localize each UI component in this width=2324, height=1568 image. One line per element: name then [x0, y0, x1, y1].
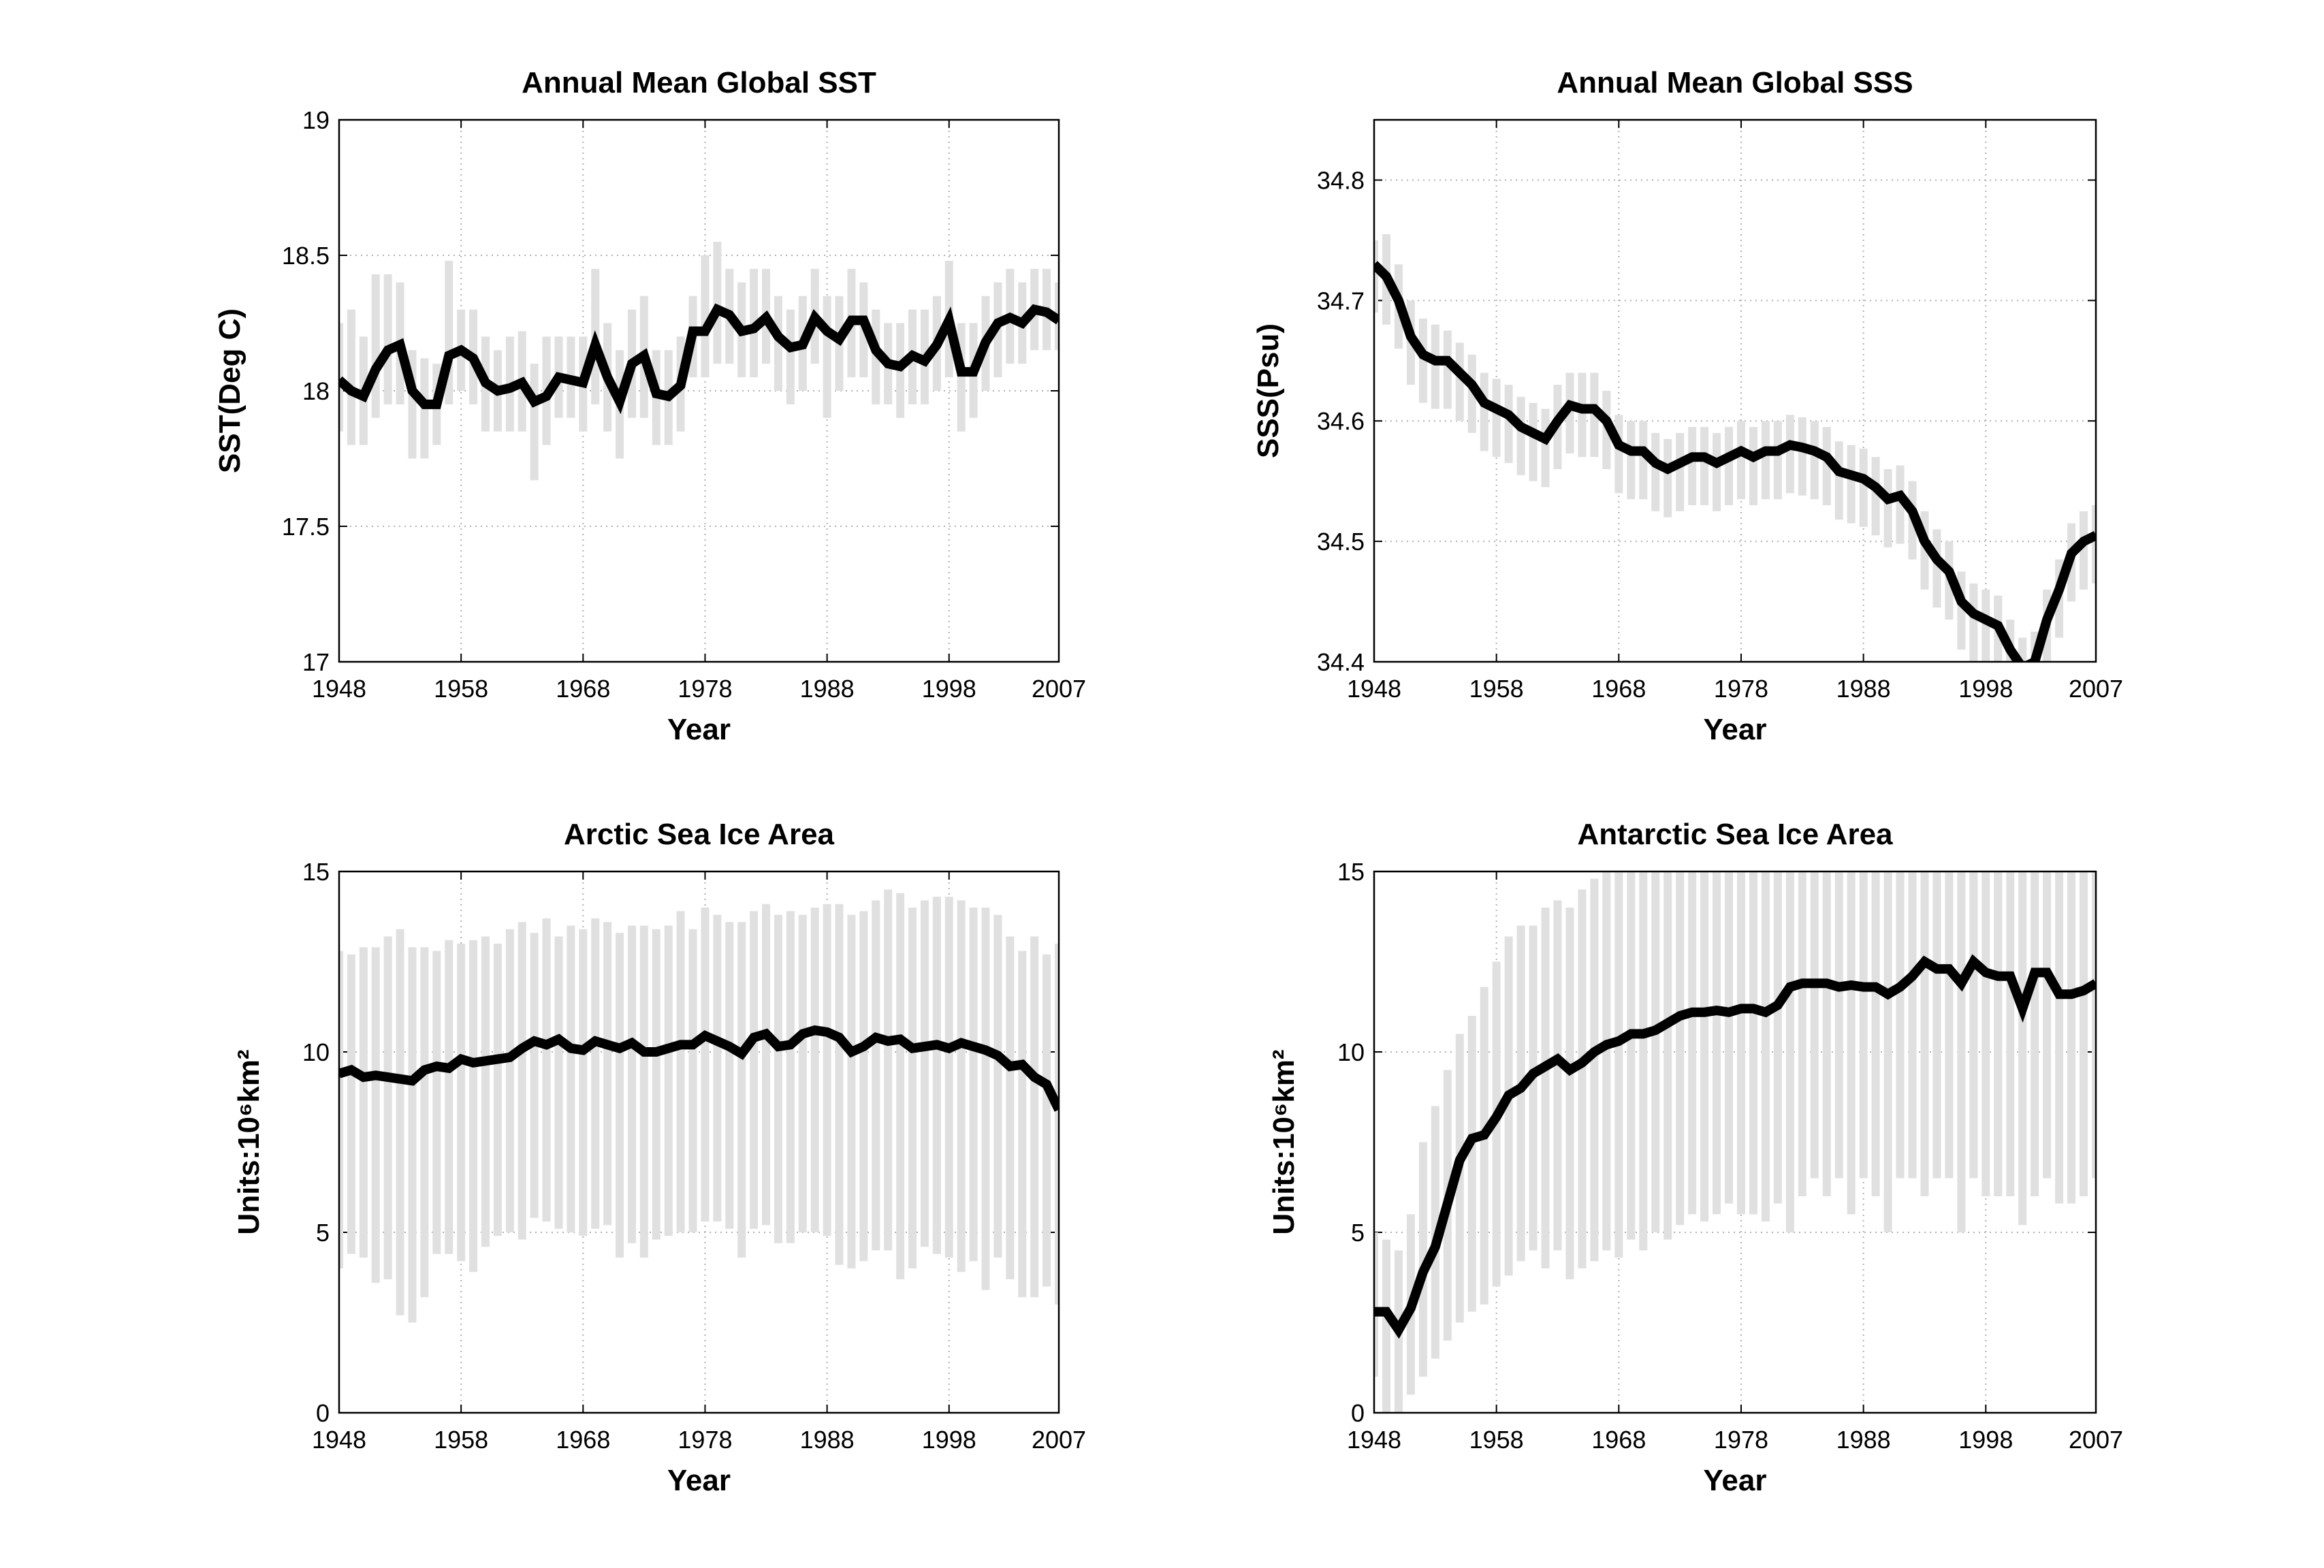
chart-title: Arctic Sea Ice Area: [564, 818, 835, 851]
x-tick-label: 1958: [434, 1426, 488, 1454]
x-axis-label: Year: [667, 1464, 731, 1497]
subplot: 1948 1958 1968 1978 1988 1998 2007 0 5 10 15 Arctic…: [232, 818, 1086, 1497]
x-tick-label: 1998: [1958, 675, 2013, 703]
y-tick-label: 34.8: [1317, 166, 1365, 194]
annual-mean-line: [339, 1025, 1059, 1112]
y-tick-label: 5: [1351, 1219, 1365, 1247]
subplot: 1948 1958 1968 1978 1988 1998 2007 17 17.5 18 18.5…: [213, 66, 1086, 746]
x-tick-label: 1968: [556, 675, 610, 703]
x-tick-label: 1978: [1714, 1426, 1768, 1454]
x-tick-label: 1988: [1836, 1426, 1891, 1454]
y-axis-label: SST(Deg C): [213, 308, 246, 473]
x-axis-label: Year: [1704, 1464, 1767, 1497]
x-tick-label: 1968: [1591, 1426, 1646, 1454]
x-tick-label: 1958: [434, 675, 488, 703]
y-tick-label: 34.5: [1317, 528, 1365, 556]
y-axis-label: SSS(Psu): [1252, 323, 1285, 458]
y-tick-label: 5: [316, 1219, 330, 1247]
x-tick-label: 2007: [1032, 675, 1086, 703]
y-tick-label: 15: [302, 858, 330, 886]
annual-mean-line: [1374, 261, 2096, 662]
x-tick-label: 1998: [922, 675, 976, 703]
y-tick-label: 18.5: [282, 242, 330, 270]
axes-frame: [338, 870, 1060, 1414]
y-tick-label: 10: [1337, 1038, 1365, 1066]
chart-title: Annual Mean Global SST: [522, 66, 876, 99]
axes-frame: [338, 118, 1060, 663]
x-tick-label: 1958: [1469, 675, 1524, 703]
x-tick-label: 1978: [1714, 675, 1768, 703]
x-tick-label: 1988: [1836, 675, 1891, 703]
y-tick-label: 34.6: [1317, 407, 1365, 435]
y-axis-label: Units:10⁶km²: [1267, 1049, 1301, 1234]
x-tick-label: 1948: [1347, 675, 1401, 703]
x-tick-label: 1968: [556, 1426, 610, 1454]
plot-area: [1374, 871, 2096, 1413]
x-axis-label: Year: [1704, 713, 1767, 746]
y-tick-label: 17: [302, 648, 330, 676]
y-tick-label: 17.5: [282, 513, 330, 541]
subplot: 1948 1958 1968 1978 1988 1998 2007 0 5 10 15 Antarc…: [1267, 818, 2123, 1497]
x-tick-label: 1998: [1958, 1426, 2013, 1454]
x-tick-label: 1948: [312, 1426, 366, 1454]
axes-frame: [1373, 870, 2097, 1414]
y-axis-label: Units:10⁶km²: [232, 1049, 266, 1234]
y-tick-label: 15: [1337, 858, 1365, 886]
plot-area: [339, 242, 1059, 481]
y-tick-label: 10: [302, 1038, 330, 1066]
x-tick-label: 1988: [800, 675, 855, 703]
x-tick-label: 1958: [1469, 1426, 1524, 1454]
chart-title: Antarctic Sea Ice Area: [1577, 818, 1893, 851]
y-tick-label: 18: [302, 377, 330, 405]
x-tick-label: 1988: [800, 1426, 855, 1454]
y-tick-label: 0: [316, 1399, 330, 1427]
subplot: 1948 1958 1968 1978 1988 1998 2007 34.4 34.5 34.6…: [1252, 66, 2123, 746]
chart-title: Annual Mean Global SSS: [1557, 66, 1913, 99]
plot-area: [1374, 234, 2096, 662]
x-tick-label: 1978: [678, 1426, 732, 1454]
x-tick-label: 2007: [2069, 675, 2123, 703]
plot-area: [339, 889, 1059, 1323]
x-tick-label: 1998: [922, 1426, 976, 1454]
y-tick-label: 34.4: [1317, 648, 1365, 676]
annual-mean-line: [1374, 954, 2096, 1339]
axes-frame: [1373, 118, 2097, 663]
x-tick-label: 1978: [678, 675, 732, 703]
x-tick-label: 1948: [1347, 1426, 1401, 1454]
annual-mean-line: [339, 303, 1059, 415]
y-tick-label: 19: [302, 106, 330, 134]
x-tick-label: 1968: [1591, 675, 1646, 703]
x-tick-label: 2007: [2069, 1426, 2123, 1454]
y-tick-label: 34.7: [1317, 287, 1365, 315]
x-tick-label: 2007: [1032, 1426, 1086, 1454]
x-axis-label: Year: [667, 713, 731, 746]
y-tick-label: 0: [1351, 1399, 1365, 1427]
x-tick-label: 1948: [312, 675, 366, 703]
